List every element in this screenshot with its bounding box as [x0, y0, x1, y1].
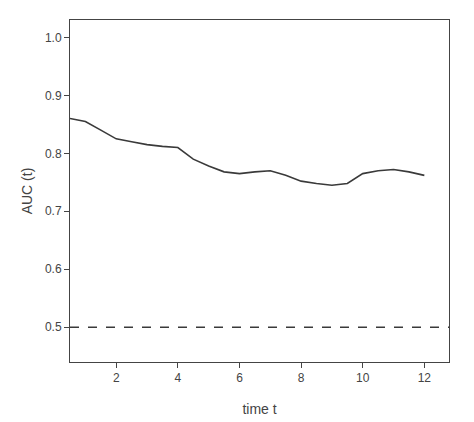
svg-text:4: 4 — [175, 371, 182, 385]
svg-text:time t: time t — [242, 401, 276, 417]
svg-text:0.6: 0.6 — [45, 262, 62, 276]
svg-text:10: 10 — [356, 371, 370, 385]
svg-text:0.5: 0.5 — [45, 320, 62, 334]
svg-text:0.9: 0.9 — [45, 89, 62, 103]
svg-text:AUC (t): AUC (t) — [19, 168, 35, 215]
svg-text:6: 6 — [236, 371, 243, 385]
svg-text:12: 12 — [418, 371, 432, 385]
svg-text:8: 8 — [298, 371, 305, 385]
svg-text:0.7: 0.7 — [45, 204, 62, 218]
svg-text:1.0: 1.0 — [45, 31, 62, 45]
svg-text:2: 2 — [113, 371, 120, 385]
svg-text:0.8: 0.8 — [45, 147, 62, 161]
